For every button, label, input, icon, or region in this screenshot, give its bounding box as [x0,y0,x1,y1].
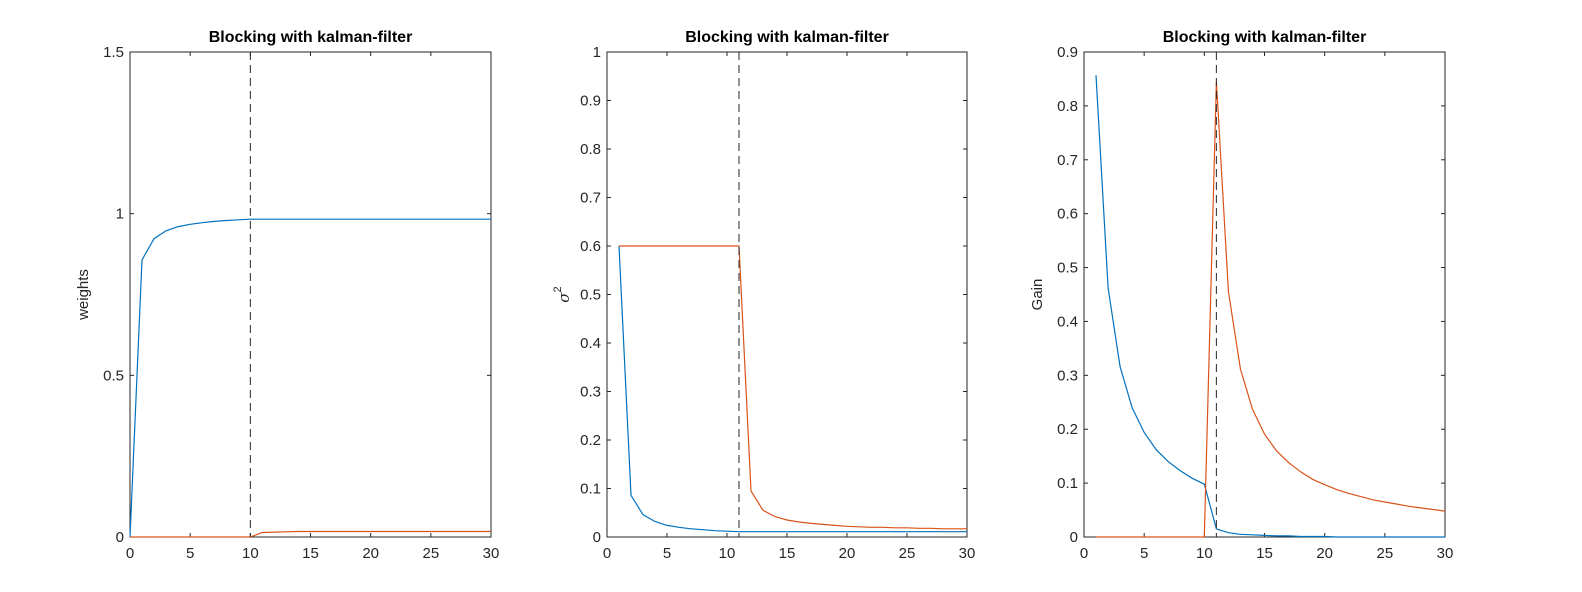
y-tick-label: 0 [593,529,601,546]
x-tick-label: 25 [1376,545,1393,562]
y-tick-label: 0.1 [1057,475,1078,492]
x-tick-label: 25 [422,545,439,562]
x-tick-label: 10 [242,545,259,562]
y-tick-label: 0.6 [580,238,601,255]
x-tick-label: 30 [1437,545,1454,562]
y-tick-label: 0.1 [580,481,601,498]
x-tick-label: 0 [603,545,611,562]
y-tick-label: 0.9 [580,93,601,110]
x-tick-label: 0 [126,545,134,562]
x-tick-label: 10 [1196,545,1213,562]
x-tick-label: 20 [839,545,856,562]
y-tick-label: 0.8 [1057,98,1078,115]
y-tick-label: 0.3 [580,384,601,401]
chart-panel-2: 0 5 10 15 20 25 30 0 0.1 0.2 0.3 0.4 0.5 0.6 0.7 0.8 0.9… [552,29,975,562]
y-tick-label: 0.2 [1057,421,1078,438]
y-axis-label: Gain [1029,279,1046,311]
x-tick-label: 25 [899,545,916,562]
axes-box [1083,51,1446,538]
x-tick-label: 15 [779,545,796,562]
y-tick-label: 0.6 [1057,206,1078,223]
chart-panel-1: 0 5 10 15 20 25 30 0 0.5 1 1.5 Blocking with kalman… [75,29,499,562]
x-tick-label: 5 [1140,545,1148,562]
series-line-2 [1096,81,1446,538]
series-line-2 [130,530,491,538]
y-tick-label: 0 [1070,529,1078,546]
x-tick-label: 15 [302,545,319,562]
y-tick-label: 0.5 [1057,260,1078,277]
y-tick-label: 0.5 [580,287,601,304]
axes-box [129,51,492,538]
y-tick-label: 0.8 [580,141,601,158]
y-tick-label: 1 [116,206,124,223]
x-tick-label: 0 [1080,545,1088,562]
x-tick-label: 30 [959,545,976,562]
series-line-2 [619,245,967,530]
chart-panel-3: 0 5 10 15 20 25 30 0 0.1 0.2 0.3 0.4 0.5 0.6 0.7 0.8 0.9… [1029,29,1453,562]
y-axis-label-symbol: σ [555,292,573,303]
series-line-1 [129,218,491,538]
chart-title: Blocking with kalman-filter [1163,29,1367,46]
y-tick-label: 0.7 [1057,152,1078,169]
y-tick-label: 0.7 [580,190,601,207]
chart-title: Blocking with kalman-filter [209,29,413,46]
y-tick-label: 1.5 [103,44,124,61]
y-tick-label: 0.9 [1057,44,1078,61]
series-line-1 [1095,75,1445,538]
x-tick-label: 30 [483,545,500,562]
x-tick-label: 15 [1256,545,1273,562]
y-tick-label: 0.3 [1057,367,1078,384]
axes-box [606,51,968,538]
y-tick-label: 0.4 [580,335,601,352]
y-tick-label: 0.4 [1057,313,1078,330]
y-tick-label: 0.2 [580,432,601,449]
y-tick-label: 0 [116,529,124,546]
y-axis-label: σ2 [552,286,573,302]
x-tick-label: 20 [1316,545,1333,562]
y-tick-label: 0.5 [103,367,124,384]
y-axis-label: weights [75,269,92,321]
series-line-1 [618,245,967,533]
x-tick-label: 20 [362,545,379,562]
x-tick-label: 5 [186,545,194,562]
x-tick-label: 10 [719,545,736,562]
chart-title: Blocking with kalman-filter [685,29,889,46]
y-axis-label-superscript: 2 [552,286,564,292]
y-tick-label: 1 [593,44,601,61]
x-tick-label: 5 [663,545,671,562]
